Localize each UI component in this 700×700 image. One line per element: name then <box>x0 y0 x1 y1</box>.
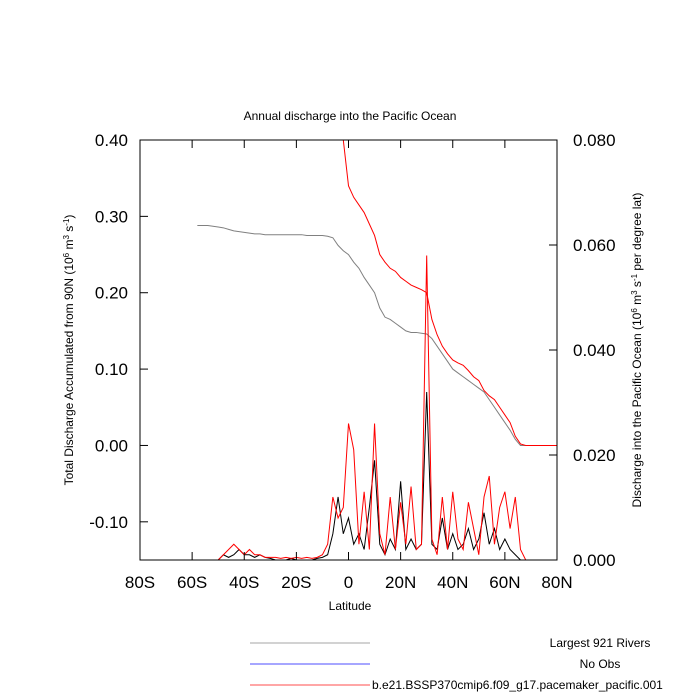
y2-axis-label-part: s <box>630 281 644 290</box>
y-tick-label: -0.10 <box>89 513 128 532</box>
plot-frame <box>139 139 558 561</box>
x-tick-label: 20N <box>385 573 416 592</box>
y-tick-label: 0.30 <box>95 207 128 226</box>
series-line <box>140 255 557 560</box>
y2-tick-label: 0.060 <box>573 236 616 255</box>
y2-axis-label: Discharge into the Pacific Ocean (106 m3… <box>630 193 645 508</box>
x-tick-label: 60N <box>489 573 520 592</box>
x-tick-label: 80S <box>125 573 155 592</box>
y-axis-label-part: 3 <box>62 235 71 240</box>
x-tick-label: 60S <box>177 573 207 592</box>
y2-axis-label-part: per degree lat) <box>630 193 644 274</box>
y-axis-label-part: 6 <box>62 252 71 257</box>
y2-tick-label: 0.020 <box>573 446 616 465</box>
legend-label: No Obs <box>580 657 621 671</box>
y2-axis-label-part: -1 <box>630 273 639 281</box>
y-axis-label: Total Discharge Accumulated from 90N (10… <box>62 215 77 486</box>
y-axis-label-part: s <box>62 226 76 235</box>
y2-axis-label-part: Discharge into the Pacific Ocean (10 <box>630 312 644 507</box>
chart-title: Annual discharge into the Pacific Ocean <box>244 109 457 123</box>
y2-tick-label: 0.080 <box>573 131 616 150</box>
x-tick-label: 40S <box>229 573 259 592</box>
y-axis-label-part: -1 <box>62 218 71 226</box>
x-tick-label: 80N <box>541 573 572 592</box>
x-tick-label: 40N <box>437 573 468 592</box>
y-axis-label-part: Total Discharge Accumulated from 90N (10 <box>62 257 76 485</box>
legend-label: Largest 921 Rivers <box>550 636 651 650</box>
series-line <box>140 391 557 560</box>
y-tick-label: 0.10 <box>95 360 128 379</box>
legend-label: b.e21.BSSP370cmip6.f09_g17.pacemaker_pac… <box>372 678 663 692</box>
x-tick-label: 20S <box>281 573 311 592</box>
y-axis-label-part: ) <box>62 215 76 219</box>
y2-axis-label-part: 3 <box>630 290 639 295</box>
y2-tick-label: 0.040 <box>573 341 616 360</box>
series-line <box>342 140 557 446</box>
y-tick-label: 0.20 <box>95 284 128 303</box>
y-axis-label-part: m <box>62 240 76 253</box>
series-line <box>197 225 557 446</box>
y-tick-label: 0.40 <box>95 131 128 150</box>
y2-axis-label-part: m <box>630 295 644 308</box>
x-axis-label: Latitude <box>329 599 372 613</box>
y2-axis-label-part: 6 <box>630 308 639 313</box>
y-tick-label: 0.00 <box>95 436 128 455</box>
plot-area <box>140 140 557 560</box>
y2-tick-label: 0.000 <box>573 551 616 570</box>
x-tick-label: 0 <box>344 573 353 592</box>
